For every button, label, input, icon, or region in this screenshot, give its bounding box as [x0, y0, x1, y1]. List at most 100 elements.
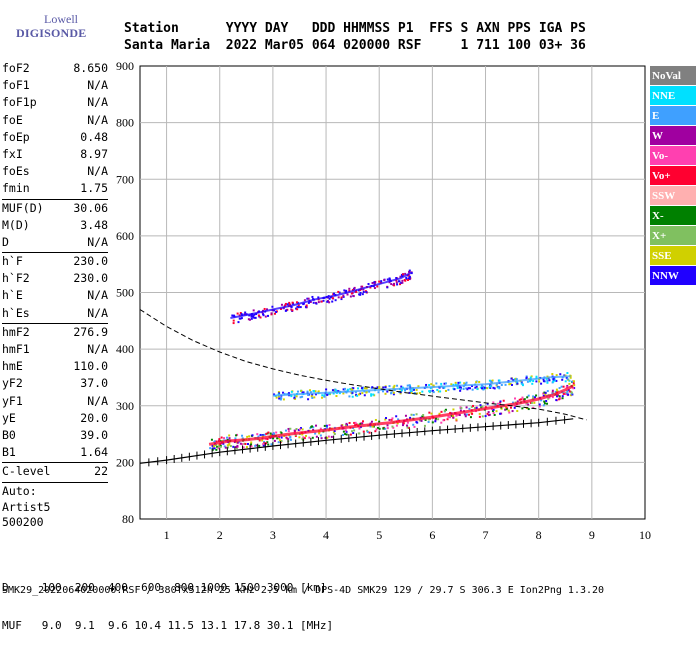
echo-point: [331, 297, 334, 300]
param-value: 3.48: [80, 217, 108, 232]
echo-point: [454, 381, 457, 384]
echo-point: [544, 380, 547, 383]
echo-point: [497, 386, 500, 389]
echo-point: [363, 394, 366, 397]
echo-point: [444, 382, 447, 385]
echo-point: [443, 386, 446, 389]
echo-point: [435, 382, 438, 385]
param-row: h`E N/A: [2, 287, 108, 304]
station-header: Station YYYY DAY DDD HHMMSS P1 FFS S AXN…: [124, 20, 694, 54]
echo-point: [301, 395, 304, 398]
param-value: 110.0: [73, 359, 108, 374]
echo-point: [555, 379, 558, 382]
echo-point: [556, 394, 559, 397]
echo-point: [362, 430, 365, 433]
echo-point: [566, 392, 569, 395]
echo-point: [458, 414, 461, 417]
echo-point: [338, 392, 341, 395]
echo-point: [516, 382, 519, 385]
echo-point: [397, 418, 400, 421]
echo-point: [317, 296, 320, 299]
echo-point: [374, 430, 377, 433]
echo-point: [418, 392, 421, 395]
param-value: N/A: [87, 164, 108, 179]
echo-point: [270, 443, 273, 446]
param-value: 276.9: [73, 324, 108, 339]
echo-point: [359, 422, 362, 425]
footer-muf-row: MUF 9.0 9.1 9.6 10.4 11.5 13.1 17.8 30.1…: [2, 618, 334, 632]
echo-point: [252, 309, 255, 312]
echo-point: [561, 397, 564, 400]
echo-point: [468, 407, 471, 410]
echo-point: [560, 385, 563, 388]
param-name: hmF2: [2, 324, 30, 339]
echo-point: [332, 431, 335, 434]
echo-point: [352, 432, 355, 435]
echo-point: [493, 413, 496, 416]
echo-point: [408, 269, 411, 272]
echo-point: [399, 275, 402, 278]
x-tick-label: 2: [217, 528, 223, 542]
echo-point: [332, 392, 335, 395]
echo-point: [516, 409, 519, 412]
echo-point: [211, 448, 214, 451]
echo-point: [256, 433, 259, 436]
echo-point: [250, 441, 253, 444]
echo-point: [244, 311, 247, 314]
echo-point: [253, 316, 256, 319]
echo-point: [509, 382, 512, 385]
echo-point: [396, 283, 399, 286]
echo-point: [218, 438, 221, 441]
echo-point: [401, 424, 404, 427]
echo-point: [567, 393, 570, 396]
param-name: foF1p: [2, 95, 37, 110]
param-value: N/A: [87, 95, 108, 110]
echo-point: [388, 385, 391, 388]
echo-point: [555, 388, 558, 391]
auto-software: Artist5: [2, 499, 51, 514]
echo-point: [556, 390, 559, 393]
param-value: N/A: [87, 288, 108, 303]
echo-point: [232, 319, 235, 322]
echo-point: [214, 444, 217, 447]
echo-point: [275, 396, 278, 399]
echo-point: [267, 314, 270, 317]
param-value: N/A: [87, 342, 108, 356]
legend-item: NNW: [650, 266, 696, 286]
echo-point: [386, 286, 389, 289]
echo-point: [519, 398, 522, 401]
echo-point: [406, 424, 409, 427]
echo-point: [311, 295, 314, 298]
echo-point: [384, 418, 387, 421]
auto-label: Auto:: [2, 484, 37, 498]
echo-point: [381, 390, 384, 393]
param-name: fxI: [2, 146, 23, 161]
echo-point: [493, 387, 496, 390]
echo-point: [280, 397, 283, 400]
footer-distance-row: D 100 200 400 600 800 1000 1500 3000 [km…: [2, 581, 327, 594]
echo-point: [244, 442, 247, 445]
y-tick-label: 800: [116, 116, 134, 130]
echo-point: [486, 412, 489, 415]
echo-point: [521, 383, 524, 386]
echo-point: [297, 304, 300, 307]
echo-point: [504, 408, 507, 411]
echo-point: [388, 281, 391, 284]
echo-point: [380, 280, 383, 283]
echo-point: [236, 444, 239, 447]
param-name: h`F2: [2, 271, 30, 286]
echo-point: [400, 389, 403, 392]
echo-point: [546, 381, 549, 384]
echo-point: [351, 391, 354, 394]
echo-point: [290, 308, 293, 311]
echo-point: [465, 413, 468, 416]
echo-point: [326, 393, 329, 396]
echo-point: [444, 389, 447, 392]
echo-point: [217, 445, 220, 448]
echo-point: [413, 425, 416, 428]
echo-point: [273, 432, 276, 435]
echo-point: [388, 418, 391, 421]
echo-point: [361, 388, 364, 391]
echo-point: [392, 426, 395, 429]
echo-point: [375, 428, 378, 431]
